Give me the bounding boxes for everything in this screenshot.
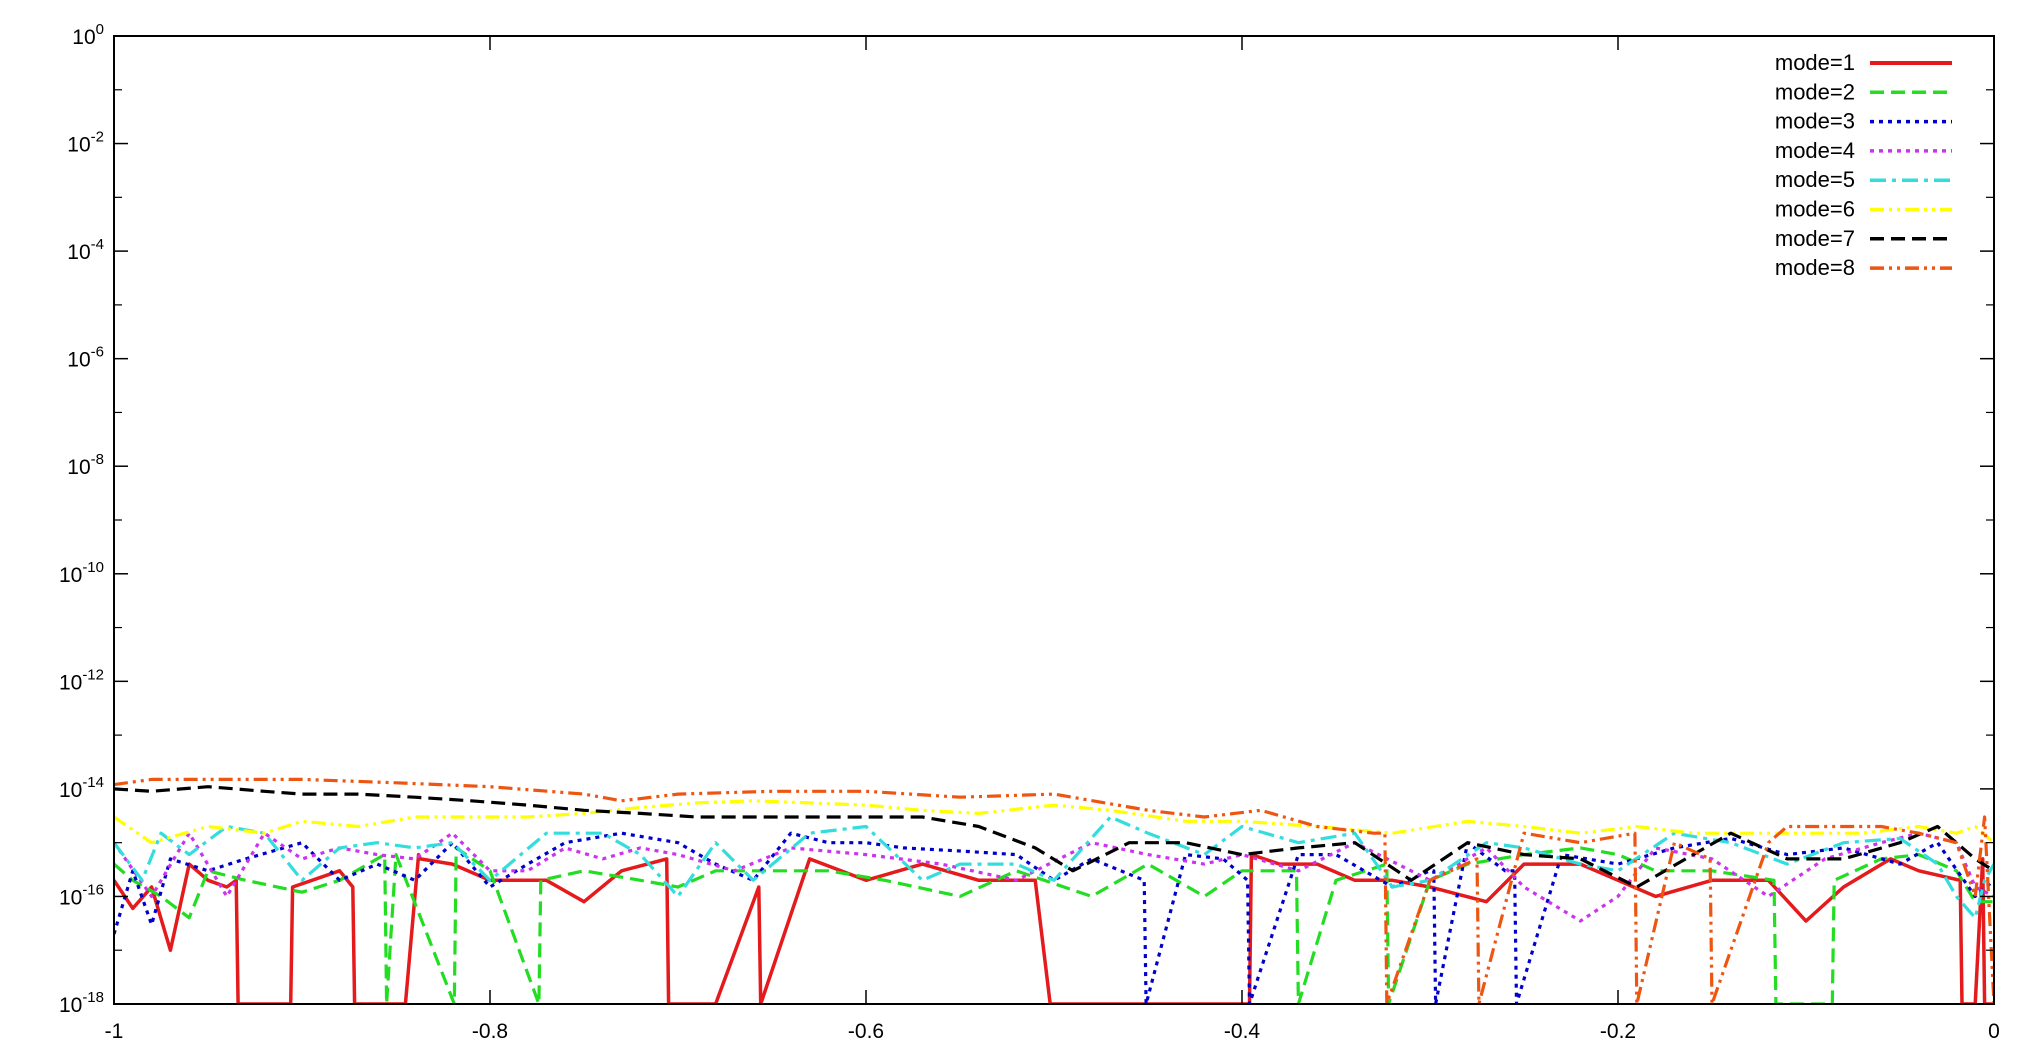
y-tick-label: 10-14 (59, 774, 104, 802)
y-tick-label: 10-18 (59, 989, 104, 1017)
legend-label-5: mode=5 (1775, 167, 1855, 192)
y-tick-label: 10-10 (59, 559, 104, 587)
x-tick-label: -1 (105, 1020, 124, 1043)
y-tick-label: 10-16 (59, 881, 104, 909)
series-layer (114, 777, 1994, 1004)
legend-label-7: mode=7 (1775, 226, 1855, 251)
y-tick-label: 10-4 (67, 236, 104, 264)
y-tick-label: 10-8 (67, 451, 104, 479)
x-tick-label: -0.8 (472, 1020, 508, 1043)
series-line-6 (114, 799, 1994, 845)
legend-label-1: mode=1 (1775, 50, 1855, 75)
series-line-7 (114, 785, 1994, 889)
legend: mode=1 mode=2 mode=3 mode=4 mode=5 mode=6 mode… (1775, 50, 1952, 280)
x-tick-label: -0.2 (1600, 1020, 1636, 1043)
legend-label-3: mode=3 (1775, 109, 1855, 134)
series-line-4 (114, 831, 1994, 923)
x-tick-label: -0.4 (1224, 1020, 1261, 1043)
x-tick-label: -0.6 (848, 1020, 884, 1043)
y-tick-label: 10-12 (59, 666, 104, 694)
series-line-1 (114, 852, 1994, 1004)
y-tick-label: 10-6 (67, 344, 104, 372)
legend-label-2: mode=2 (1775, 79, 1855, 104)
x-tick-label: 0 (1988, 1020, 2000, 1043)
legend-label-4: mode=4 (1775, 138, 1855, 163)
axis-ticks: -1 -0.8 -0.6 -0.4 -0.2 0 10-18 10-16 10-14 10-12 1… (59, 21, 2000, 1043)
legend-label-6: mode=6 (1775, 197, 1855, 222)
series-line-3 (114, 831, 1994, 1004)
legend-label-8: mode=8 (1775, 255, 1855, 280)
y-tick-label: 100 (72, 21, 104, 49)
y-tick-label: 10-2 (67, 129, 104, 157)
series-line-8 (114, 777, 1994, 1004)
